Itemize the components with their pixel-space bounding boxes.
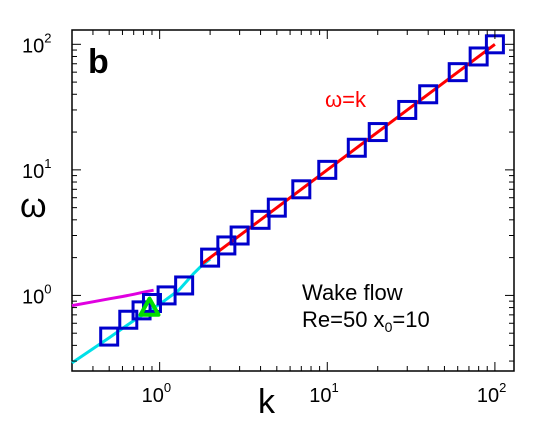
series-layer (71, 34, 505, 365)
square-marker-13 (346, 137, 367, 158)
panel-label: b (88, 43, 109, 81)
square-marker-6 (200, 247, 221, 268)
y-tick-label-1: 101 (22, 156, 51, 183)
plot-frame (71, 29, 515, 372)
square-marker-18 (468, 46, 489, 67)
square-marker-10 (266, 197, 287, 218)
square-marker-11 (291, 179, 312, 200)
annotation-line2-sub: 0 (385, 319, 393, 335)
square-marker-17 (447, 62, 468, 83)
square-marker-0 (99, 326, 120, 347)
triangle-marker-0 (138, 296, 161, 317)
square-marker-8 (229, 225, 250, 246)
square-marker-15 (397, 99, 418, 120)
square-marker-5 (174, 275, 195, 296)
square-marker-9 (250, 209, 271, 230)
x-tick-label-2: 102 (477, 380, 506, 407)
x-tick-label-1: 101 (309, 380, 338, 407)
y-tick-label-0: 100 (22, 281, 51, 308)
red-line-label: ω=k (325, 87, 367, 112)
square-marker-16 (418, 84, 439, 105)
ticks-layer: 100 101 102 100 101 102 (22, 30, 514, 407)
annotation-line2-a: Re=50 x (302, 307, 385, 332)
annotation-line2: Re=50 x0=10 (302, 307, 430, 335)
x-tick-label-0: 100 (142, 380, 171, 407)
y-tick-label-2: 102 (22, 30, 51, 57)
y-axis-label: ω (20, 187, 47, 225)
x-axis-label: k (258, 383, 276, 421)
annotation-line2-b: =10 (392, 307, 429, 332)
square-marker-12 (317, 159, 338, 180)
square-marker-14 (367, 122, 388, 143)
annotation-line1: Wake flow (302, 280, 403, 305)
series-line-2 (71, 288, 154, 308)
